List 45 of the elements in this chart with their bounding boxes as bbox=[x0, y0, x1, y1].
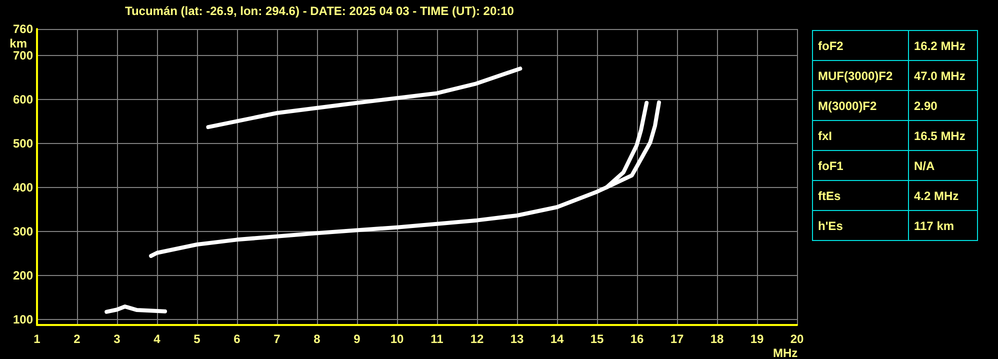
text: foF2 bbox=[812, 30, 908, 60]
y-tick-label: 700 bbox=[12, 48, 34, 62]
y-tick-label: 400 bbox=[12, 180, 34, 194]
y-tick-label: 760 bbox=[12, 22, 34, 36]
chart-title: Tucumán (lat: -26.9, lon: 294.6) - DATE: 2025 04 03 - TIME (UT): 20:10 bbox=[125, 4, 514, 18]
y-tick-label: 200 bbox=[12, 268, 34, 282]
text: M(3000)F2 bbox=[812, 90, 908, 120]
x-tick-label: 6 bbox=[234, 332, 241, 346]
x-tick-label: 4 bbox=[154, 332, 161, 346]
x-tick-label: 10 bbox=[390, 332, 404, 346]
text: 117 km bbox=[908, 210, 978, 240]
x-tick-label: 9 bbox=[354, 332, 361, 346]
x-tick-label: 11 bbox=[430, 332, 444, 346]
y-tick-label: 100 bbox=[12, 312, 34, 326]
x-tick-label: 17 bbox=[670, 332, 684, 346]
x-tick-label: 18 bbox=[710, 332, 724, 346]
x-tick-label: 15 bbox=[590, 332, 604, 346]
text: 16.2 MHz bbox=[908, 30, 978, 60]
x-tick-label: 14 bbox=[550, 332, 564, 346]
text: N/A bbox=[908, 150, 978, 180]
text: 4.2 MHz bbox=[908, 180, 978, 210]
text: 47.0 MHz bbox=[908, 60, 978, 90]
x-tick-label: 12 bbox=[470, 332, 484, 346]
x-tick-label: 8 bbox=[314, 332, 321, 346]
x-tick-label: 20 bbox=[790, 332, 804, 346]
x-tick-label: 16 bbox=[630, 332, 644, 346]
x-axis-title: MHz bbox=[773, 346, 798, 359]
x-tick-label: 2 bbox=[74, 332, 81, 346]
text: 2.90 bbox=[908, 90, 978, 120]
y-tick-label: 300 bbox=[12, 224, 34, 238]
text: fxI bbox=[812, 120, 908, 150]
y-tick-label: 600 bbox=[12, 92, 34, 106]
x-tick-label: 19 bbox=[750, 332, 764, 346]
y-tick-label: 500 bbox=[12, 136, 34, 150]
text: ftEs bbox=[812, 180, 908, 210]
x-tick-label: 3 bbox=[114, 332, 121, 346]
x-tick-label: 1 bbox=[34, 332, 41, 346]
text: MUF(3000)F2 bbox=[812, 60, 908, 90]
text: 16.5 MHz bbox=[908, 120, 978, 150]
x-tick-label: 5 bbox=[194, 332, 201, 346]
y-axis-title: km bbox=[10, 36, 27, 50]
x-tick-label: 7 bbox=[274, 332, 281, 346]
text: foF1 bbox=[812, 150, 908, 180]
x-tick-label: 13 bbox=[510, 332, 524, 346]
text: h'Es bbox=[812, 210, 908, 240]
